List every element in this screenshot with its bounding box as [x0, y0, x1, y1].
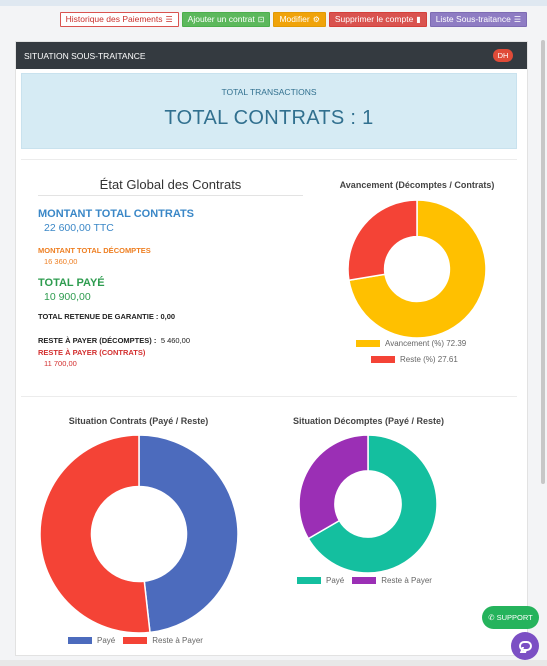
- legend-label-reste-payer: Reste à Payer: [152, 636, 203, 645]
- card-title: SITUATION SOUS-TRAITANCE: [24, 50, 146, 61]
- reste-contrats-block: RESTE À PAYER (CONTRATS) 11 700,00: [38, 348, 145, 368]
- supprimer-compte-button[interactable]: Supprimer le compte ▮: [328, 12, 427, 27]
- top-strip: [0, 0, 547, 6]
- legend-swatch-paye: [297, 577, 321, 584]
- reste-decomptes-label: RESTE À PAYER (DÉCOMPTES) :: [38, 336, 157, 345]
- etat-title: État Global des Contrats: [99, 177, 242, 192]
- trash-icon: ▮: [416, 14, 421, 24]
- montant-total-label: MONTANT TOTAL CONTRATS: [38, 208, 195, 220]
- liste-sous-traitance-button[interactable]: Liste Sous-traitance ☰: [429, 12, 527, 27]
- slice-reste[interactable]: [347, 199, 418, 282]
- legend-label-paye: Payé: [326, 576, 345, 585]
- chart-contrats: [39, 434, 239, 634]
- chart-contrats-title: Situation Contrats (Payé / Reste): [68, 416, 209, 426]
- slice-reste-a-payer[interactable]: [39, 434, 151, 634]
- chart-avancement-title: Avancement (Décomptes / Contrats): [339, 180, 495, 190]
- legend-swatch-avancement: [356, 340, 380, 347]
- supprimer-label: Supprimer le compte: [334, 14, 414, 24]
- chart-decomptes-title: Situation Décomptes (Payé / Reste): [292, 416, 445, 426]
- currency-badge: DH: [493, 49, 513, 62]
- legend-label-reste-payer: Reste à Payer: [381, 576, 432, 585]
- ajouter-contrat-button[interactable]: Ajouter un contrat ⊡: [181, 12, 271, 27]
- situation-card: SITUATION SOUS-TRAITANCE DH TOTAL TRANSA…: [15, 41, 528, 656]
- slice-paye[interactable]: [307, 434, 438, 574]
- slice-avancement[interactable]: [348, 199, 487, 339]
- legend-swatch-paye: [68, 637, 92, 644]
- legend-contrats: Payé Reste à Payer: [68, 636, 203, 645]
- card-header: SITUATION SOUS-TRAITANCE DH: [16, 42, 527, 69]
- reste-contrats-value: 11 700,00: [44, 359, 77, 368]
- list-icon: ☰: [513, 14, 521, 24]
- total-banner: TOTAL TRANSACTIONS TOTAL CONTRATS : 1: [21, 73, 517, 149]
- montant-decomptes-block: MONTANT TOTAL DÉCOMPTES 16 360,00: [38, 246, 151, 266]
- support-label: SUPPORT: [496, 613, 533, 622]
- chart-avancement: [347, 199, 487, 339]
- whatsapp-icon: ✆: [488, 613, 495, 622]
- historique-paiements-button[interactable]: Historique des Paiements ☰: [59, 12, 179, 27]
- list-icon: ☰: [165, 14, 173, 24]
- banner-headline: TOTAL CONTRATS : 1: [164, 107, 374, 129]
- total-paye-value: 10 900,00: [44, 291, 91, 303]
- reste-decomptes-value: 5 460,00: [160, 336, 191, 345]
- divider: [21, 159, 517, 160]
- montant-decomptes-label: MONTANT TOTAL DÉCOMPTES: [38, 246, 151, 255]
- legend-label-reste: Reste (%) 27.61: [400, 355, 458, 364]
- reste-contrats-label: RESTE À PAYER (CONTRATS): [38, 348, 146, 357]
- chat-button[interactable]: [511, 632, 539, 660]
- slice-reste-a-payer[interactable]: [298, 434, 369, 540]
- montant-decomptes-value: 16 360,00: [44, 257, 78, 266]
- page-scrollbar[interactable]: [541, 40, 545, 484]
- chart-decomptes: [298, 434, 438, 574]
- gear-icon: ⚙: [312, 14, 320, 24]
- banner-subtitle: TOTAL TRANSACTIONS: [221, 87, 317, 97]
- liste-label: Liste Sous-traitance: [435, 14, 511, 24]
- reste-decomptes-line: RESTE À PAYER (DÉCOMPTES) : 5 460,00: [38, 330, 190, 348]
- ajouter-label: Ajouter un contrat: [187, 14, 255, 24]
- retenue-garantie: TOTAL RETENUE DE GARANTIE : 0,00: [38, 312, 176, 321]
- slice-paye[interactable]: [138, 434, 239, 634]
- legend-avancement: Avancement (%) 72.39: [356, 339, 466, 348]
- historique-label: Historique des Paiements: [65, 14, 163, 24]
- modifier-label: Modifier: [279, 14, 310, 24]
- legend-swatch-reste-payer: [352, 577, 377, 584]
- legend-decomptes: Payé Reste à Payer: [297, 576, 432, 585]
- montant-total-value: 22 600,00 TTC: [44, 222, 114, 234]
- etat-divider: [38, 195, 303, 196]
- divider: [21, 396, 517, 397]
- total-paye-label: TOTAL PAYÉ: [38, 277, 105, 289]
- legend-swatch-reste: [371, 356, 395, 363]
- action-toolbar: Historique des Paiements ☰ Ajouter un co…: [59, 12, 527, 27]
- modifier-button[interactable]: Modifier ⚙: [273, 12, 326, 27]
- legend-reste: Reste (%) 27.61: [371, 355, 458, 364]
- legend-label-paye: Payé: [97, 636, 116, 645]
- bottom-strip: [0, 660, 547, 666]
- total-paye-block: TOTAL PAYÉ 10 900,00: [38, 277, 105, 303]
- chat-bubble-icon: [518, 641, 532, 651]
- edit-square-icon: ⊡: [257, 14, 265, 24]
- legend-label-avancement: Avancement (%) 72.39: [385, 339, 467, 348]
- montant-total-block: MONTANT TOTAL CONTRATS 22 600,00 TTC: [38, 208, 194, 234]
- legend-swatch-reste-payer: [123, 637, 148, 644]
- support-button[interactable]: ✆ SUPPORT: [482, 606, 539, 629]
